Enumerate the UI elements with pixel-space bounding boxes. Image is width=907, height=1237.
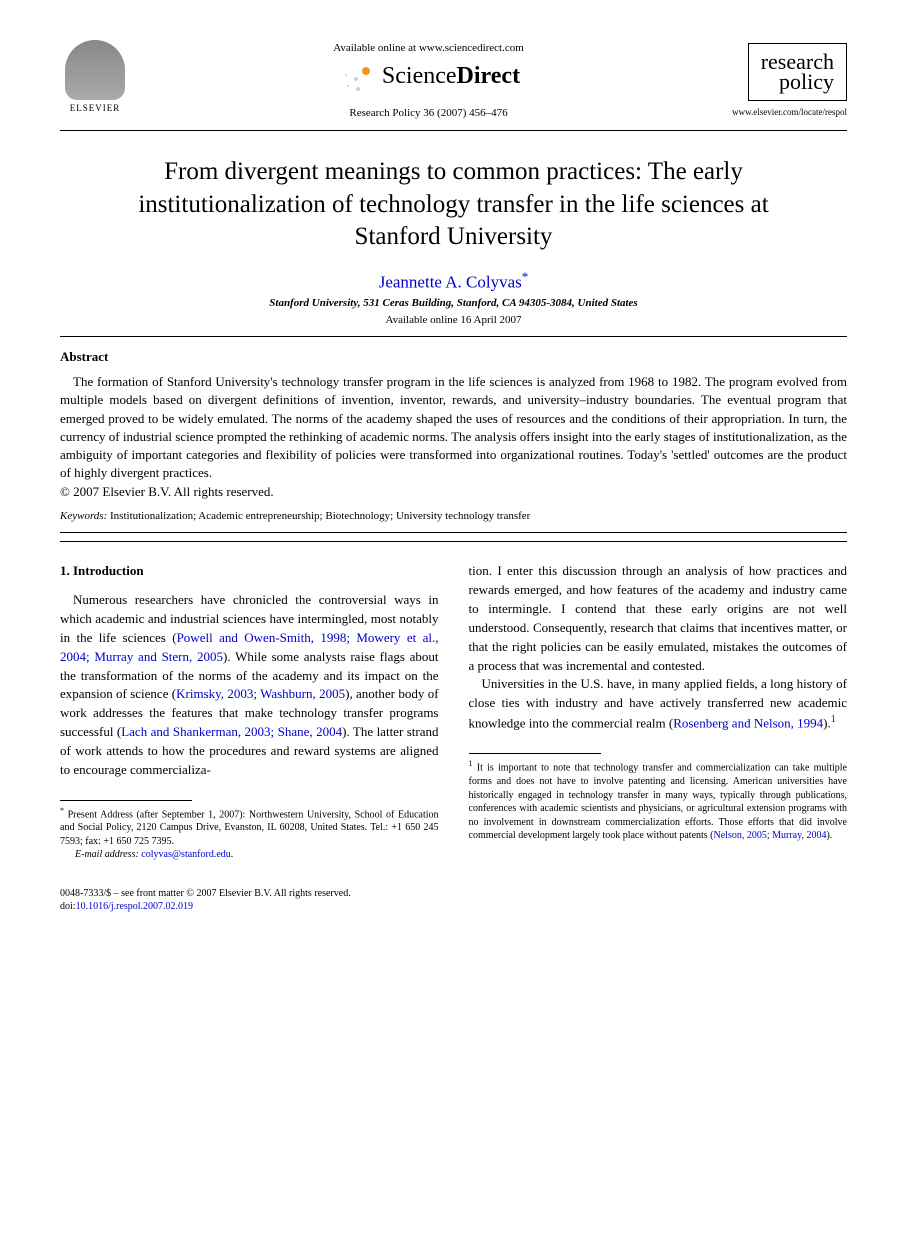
- author-star[interactable]: *: [522, 269, 529, 284]
- abstract-copyright: © 2007 Elsevier B.V. All rights reserved…: [60, 484, 847, 500]
- doi-label: doi:: [60, 901, 76, 912]
- keywords-text: Institutionalization; Academic entrepren…: [107, 510, 530, 522]
- email-link[interactable]: colyvas@stanford.edu: [141, 849, 230, 860]
- keywords-label: Keywords:: [60, 510, 107, 522]
- citation-link[interactable]: Lach and Shankerman, 2003; Shane, 2004: [121, 724, 342, 739]
- divider: [60, 532, 847, 533]
- elsevier-tree-icon: [65, 40, 125, 100]
- footnote-divider: [469, 753, 601, 754]
- intro-paragraph-2: Universities in the U.S. have, in many a…: [469, 675, 848, 733]
- doi-link[interactable]: 10.1016/j.respol.2007.02.019: [76, 901, 194, 912]
- sd-light: Science: [382, 63, 457, 89]
- footer-line1: 0048-7333/$ – see front matter © 2007 El…: [60, 887, 847, 900]
- available-date: Available online 16 April 2007: [60, 314, 847, 326]
- journal-logo-block: research policy www.elsevier.com/locate/…: [727, 43, 847, 117]
- citation-link[interactable]: Rosenberg and Nelson, 1994: [673, 715, 823, 730]
- footnote-text: ).: [826, 830, 832, 841]
- body-columns: 1. Introduction Numerous researchers hav…: [60, 562, 847, 862]
- abstract-heading: Abstract: [60, 349, 847, 365]
- divider: [60, 336, 847, 337]
- author-name[interactable]: Jeannette A. Colyvas: [379, 272, 522, 291]
- journal-box: research policy: [748, 43, 847, 101]
- journal-name-2: policy: [779, 69, 834, 94]
- article-title: From divergent meanings to common practi…: [100, 156, 807, 254]
- footnote-ref-1[interactable]: 1: [831, 714, 836, 725]
- sciencedirect-logo: ScienceDirect: [130, 62, 727, 92]
- sd-bold: Direct: [457, 63, 521, 89]
- right-column: tion. I enter this discussion through an…: [469, 562, 848, 862]
- intro-paragraph-1-cont: tion. I enter this discussion through an…: [469, 562, 848, 675]
- sd-text: ScienceDirect: [382, 63, 520, 90]
- section-heading: 1. Introduction: [60, 562, 439, 581]
- divider: [60, 541, 847, 542]
- header-row: ELSEVIER Available online at www.science…: [60, 40, 847, 120]
- email-label: E-mail address:: [75, 849, 139, 860]
- footnote-left: * Present Address (after September 1, 20…: [60, 806, 439, 849]
- citation-link[interactable]: Nelson, 2005; Murray, 2004: [714, 830, 827, 841]
- text-run: ).: [823, 715, 831, 730]
- footer-doi: doi:10.1016/j.respol.2007.02.019: [60, 900, 847, 913]
- citation-line: Research Policy 36 (2007) 456–476: [130, 107, 727, 119]
- footnote-text: Present Address (after September 1, 2007…: [60, 809, 439, 847]
- author-line: Jeannette A. Colyvas*: [60, 269, 847, 293]
- journal-title: research policy: [761, 52, 834, 92]
- footnote-email: E-mail address: colyvas@stanford.edu.: [60, 848, 439, 862]
- page-footer: 0048-7333/$ – see front matter © 2007 El…: [60, 887, 847, 913]
- footnote-divider: [60, 800, 192, 801]
- journal-url: www.elsevier.com/locate/respol: [727, 107, 847, 117]
- elsevier-logo: ELSEVIER: [60, 40, 130, 120]
- left-column: 1. Introduction Numerous researchers hav…: [60, 562, 439, 862]
- citation-link[interactable]: Krimsky, 2003; Washburn, 2005: [176, 686, 345, 701]
- keywords-line: Keywords: Institutionalization; Academic…: [60, 510, 847, 522]
- affiliation: Stanford University, 531 Ceras Building,…: [60, 297, 847, 309]
- available-online-text: Available online at www.sciencedirect.co…: [130, 42, 727, 54]
- abstract-text: The formation of Stanford University's t…: [60, 373, 847, 482]
- center-header: Available online at www.sciencedirect.co…: [130, 42, 727, 119]
- footnote-right: 1 It is important to note that technolog…: [469, 759, 848, 842]
- sd-dots-icon: [337, 62, 377, 92]
- divider: [60, 130, 847, 131]
- elsevier-text: ELSEVIER: [70, 103, 121, 113]
- intro-paragraph-1: Numerous researchers have chronicled the…: [60, 591, 439, 779]
